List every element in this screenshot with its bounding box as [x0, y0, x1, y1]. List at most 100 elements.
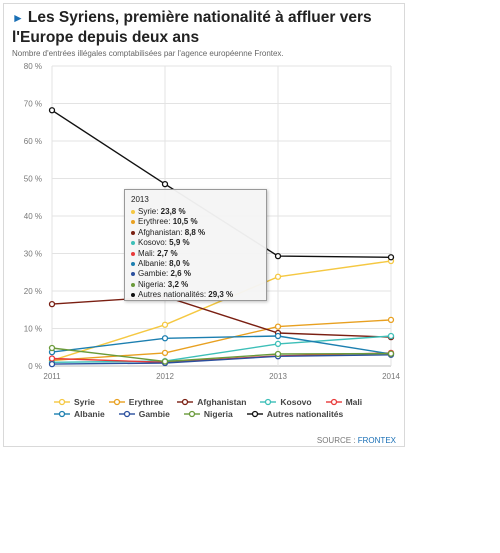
- point-autres-nationalites: [161, 180, 169, 188]
- point-albanie: [274, 332, 282, 340]
- tooltip-dot-icon: [131, 293, 135, 298]
- y-tick-label: 30 %: [24, 250, 42, 259]
- tooltip-value: 2,7 %: [157, 248, 178, 258]
- legend-swatch-icon: [325, 398, 342, 406]
- tooltip-value: 29,3 %: [208, 290, 234, 300]
- tooltip-row: Kosovo: 5,9 %: [131, 238, 260, 248]
- point-kosovo: [387, 332, 395, 340]
- legend-label: Syrie: [74, 397, 95, 407]
- x-axis: 2011 2012 2013 2014: [43, 372, 400, 381]
- legend-item-erythree[interactable]: Erythree: [108, 397, 164, 407]
- x-tick-label: 2014: [382, 372, 400, 381]
- legend-item-afghanistan[interactable]: Afghanistan: [177, 397, 246, 407]
- legend-label: Nigeria: [203, 409, 233, 419]
- tooltip-label: Erythree:: [138, 217, 173, 227]
- point-autres-nationalites: [274, 252, 282, 260]
- tooltip-row: Erythree: 10,5 %: [131, 217, 260, 227]
- series-line-nigeria: [51, 347, 392, 363]
- series-line-afghanistan: [51, 295, 392, 338]
- point-afghanistan: [48, 300, 56, 308]
- tooltip-value: 5,9 %: [169, 238, 190, 248]
- tooltip-row: Albanie: 8,0 %: [131, 259, 260, 269]
- chart-title: ► Les Syriens, première nationalité à aff…: [12, 8, 398, 48]
- y-tick-label: 0 %: [28, 362, 42, 371]
- source-credit: SOURCE : FRONTEX: [317, 436, 396, 445]
- legend-label: Afghanistan: [197, 397, 247, 407]
- series-line-gambie: [51, 354, 392, 365]
- tooltip-dot-icon: [131, 272, 135, 277]
- x-tick-label: 2013: [269, 372, 287, 381]
- chart-card: ► Les Syriens, première nationalité à aff…: [3, 3, 405, 447]
- tooltip-label: Autres nationalités:: [138, 290, 209, 300]
- tooltip-value: 8,8 %: [184, 227, 206, 237]
- point-erythree: [274, 323, 282, 330]
- y-tick-label: 80 %: [24, 62, 42, 71]
- tooltip-label: Nigeria:: [138, 279, 168, 289]
- series-line-kosovo: [51, 335, 392, 363]
- tooltip-label: Albanie:: [138, 259, 170, 269]
- legend-swatch-icon: [260, 398, 277, 406]
- tooltip-row: Autres nationalités: 29,3 %: [131, 290, 260, 300]
- legend-item-autres-nationalites[interactable]: Autres nationalités: [246, 409, 344, 419]
- legend-swatch-icon: [108, 398, 125, 406]
- arrow-icon: ►: [12, 11, 24, 25]
- legend-swatch-icon: [54, 410, 70, 418]
- source-prefix: SOURCE :: [316, 436, 358, 445]
- chart-tooltip: 2013 Syrie: 23,8 % Erythree: 10,5 % Afghan…: [124, 189, 267, 301]
- legend-item-mali[interactable]: Mali: [325, 397, 363, 407]
- tooltip-label: Kosovo:: [138, 238, 170, 248]
- legend-label: Kosovo: [280, 397, 312, 407]
- tooltip-row: Syrie: 23,8 %: [131, 207, 260, 217]
- series-points: [48, 107, 395, 368]
- tooltip-value: 2,6 %: [170, 269, 191, 279]
- point-erythree: [161, 349, 169, 357]
- tooltip-dot-icon: [131, 261, 135, 266]
- tooltip-row: Afghanistan: 8,8 %: [131, 228, 260, 238]
- point-nigeria: [48, 344, 56, 352]
- y-tick-label: 70 %: [24, 100, 42, 109]
- legend-swatch-icon: [118, 410, 135, 418]
- legend-item-nigeria[interactable]: Nigeria: [183, 409, 233, 419]
- tooltip-rows: Syrie: 23,8 % Erythree: 10,5 % Afghanistan…: [131, 207, 260, 301]
- tooltip-dot-icon: [131, 230, 135, 235]
- tooltip-value: 10,5 %: [172, 217, 198, 227]
- point-nigeria: [274, 350, 282, 358]
- tooltip-value: 3,2 %: [167, 279, 189, 289]
- point-autres-nationalites: [48, 107, 56, 114]
- tooltip-value: 23,8 %: [160, 207, 186, 216]
- chart-title-text: Les Syriens, première nationalité à affl…: [12, 9, 372, 46]
- y-tick-label: 40 %: [24, 212, 42, 221]
- legend-item-albanie[interactable]: Albanie: [54, 409, 105, 419]
- legend-label: Albanie: [74, 409, 105, 419]
- point-nigeria: [161, 358, 169, 365]
- y-axis: 0 % 10 % 20 % 30 % 40 % 50 % 60 % 70 % 80 %: [24, 62, 42, 371]
- legend-item-kosovo[interactable]: Kosovo: [260, 397, 312, 407]
- point-gambie: [48, 360, 56, 368]
- tooltip-dot-icon: [131, 282, 135, 287]
- legend-swatch-icon: [246, 410, 263, 418]
- tooltip-dot-icon: [131, 241, 135, 246]
- point-erythree: [387, 316, 395, 324]
- y-tick-label: 20 %: [24, 287, 42, 296]
- tooltip-dot-icon: [131, 220, 135, 225]
- legend-label: Autres nationalités: [266, 409, 344, 419]
- tooltip-row: Gambie: 2,6 %: [131, 269, 260, 279]
- point-kosovo: [274, 340, 282, 348]
- line-chart: 0 % 10 % 20 % 30 % 40 % 50 % 60 % 70 % 80 % 2011…: [24, 62, 401, 381]
- source-link[interactable]: FRONTEX: [357, 436, 396, 445]
- legend-item-syrie[interactable]: Syrie: [54, 397, 95, 407]
- legend-label: Gambie: [138, 409, 170, 419]
- legend-label: Erythree: [128, 397, 164, 407]
- tooltip-dot-icon: [131, 251, 135, 256]
- series-line-albanie: [51, 335, 392, 355]
- y-tick-label: 60 %: [24, 137, 42, 146]
- chart-subtitle: Nombre d'entrées illégales comptabilisée…: [12, 49, 284, 58]
- legend-label: Mali: [345, 397, 363, 407]
- legend-item-gambie[interactable]: Gambie: [118, 409, 170, 419]
- tooltip-row: Nigeria: 3,2 %: [131, 280, 260, 290]
- point-mali: [48, 355, 56, 362]
- tooltip-label: Afghanistan:: [138, 227, 185, 237]
- point-nigeria: [387, 350, 395, 357]
- x-tick-label: 2012: [156, 372, 174, 381]
- point-autres-nationalites: [387, 254, 395, 261]
